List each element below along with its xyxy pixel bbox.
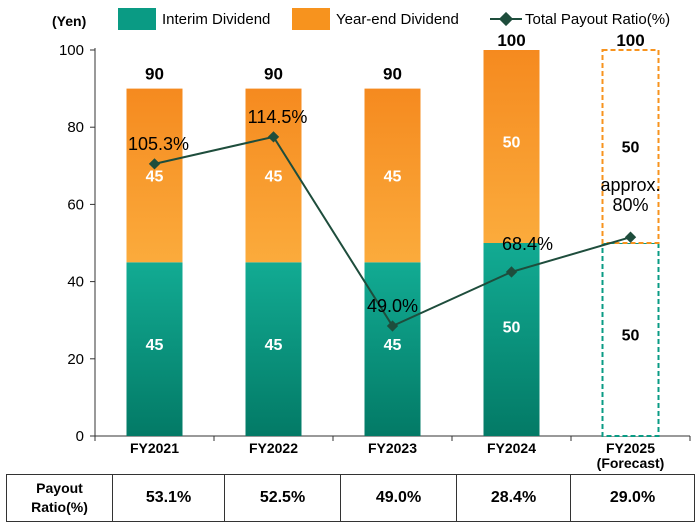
legend-interim-label: Interim Dividend: [162, 10, 271, 28]
payout-ratio-label: 68.4%: [502, 234, 553, 254]
bar-interim-value-label: 45: [384, 337, 402, 354]
payout-ratio-label-line: 114.5%: [248, 107, 308, 127]
y-tick-label: 20: [67, 351, 84, 368]
payout-ratio-fy2022: 52.5%: [224, 474, 341, 522]
payout-ratio-point: [267, 131, 280, 143]
dividend-chart: (Yen) 0 20 40 60 80 100 45 45 90 FY2021 45 45 90 FY202…: [52, 13, 691, 471]
bar-yearend: [245, 88, 302, 263]
bar-interim: [126, 262, 183, 436]
payout-ratio-point: [624, 231, 637, 243]
bar-interim-value-label: 50: [503, 320, 521, 337]
bar-yearend-value-label: 45: [146, 168, 164, 185]
x-category-label: FY2021: [130, 440, 179, 456]
x-category-label: FY2023: [368, 440, 417, 456]
payout-ratio-header: Payout Ratio(%): [6, 474, 113, 522]
legend-interim: Interim Dividend: [118, 6, 270, 32]
y-tick-label: 100: [59, 42, 84, 59]
payout-ratio-fy2021: 53.1%: [112, 474, 225, 522]
payout-ratio-label: approx. 80%: [600, 175, 660, 215]
bar-yearend-value-label: 45: [384, 168, 402, 185]
payout-ratio-point: [386, 320, 399, 332]
payout-ratio-label-line: 49.0%: [367, 296, 418, 316]
legend-yearend-label: Year-end Dividend: [336, 10, 459, 28]
bar-interim: [364, 262, 421, 436]
bar-interim-value-label: 45: [146, 337, 164, 354]
y-tick-label: 40: [67, 274, 84, 291]
legend-ratio: Total Payout Ratio(%): [490, 6, 670, 32]
x-category-label: FY2022: [249, 440, 298, 456]
bar-total-label: 90: [145, 65, 164, 84]
bar-yearend: [126, 88, 183, 263]
bar-yearend-value-label: 50: [503, 135, 521, 152]
y-tick-label: 80: [67, 119, 84, 136]
bar-total-label: 90: [264, 65, 283, 84]
legend-yearend: Year-end Dividend: [292, 6, 459, 32]
y-axis-unit-label: (Yen): [52, 13, 86, 29]
bar-interim: [245, 262, 302, 436]
bar-total-label: 100: [497, 31, 525, 50]
x-category-label: FY2025: [606, 440, 655, 456]
payout-ratio-fy2023: 49.0%: [340, 474, 457, 522]
bar-yearend-forecast: [601, 49, 660, 244]
y-tick-label: 60: [67, 196, 84, 213]
payout-header-line2: Ratio(%): [31, 499, 88, 515]
bar-interim-value-label: 50: [622, 328, 640, 345]
payout-ratio-label-line: approx.: [600, 175, 660, 195]
x-category-sublabel: (Forecast): [597, 455, 665, 471]
payout-ratio-label-line: 68.4%: [502, 234, 553, 254]
payout-ratio-fy2024: 28.4%: [456, 474, 571, 522]
bar-interim-value-label: 45: [265, 337, 283, 354]
bar-yearend-value-label: 45: [265, 168, 283, 185]
payout-ratio-label-line: 105.3%: [128, 134, 189, 154]
payout-header-line1: Payout: [36, 480, 83, 496]
payout-ratio-label: 114.5%: [248, 107, 308, 127]
payout-ratio-point: [505, 266, 518, 278]
bar-total-label: 90: [383, 65, 402, 84]
x-category-label: FY2024: [487, 440, 536, 456]
bar-yearend-value-label: 50: [622, 140, 640, 157]
bar-total-label: 100: [616, 31, 644, 50]
payout-ratio-row: Payout Ratio(%) 53.1% 52.5% 49.0% 28.4% …: [6, 474, 695, 522]
legend-ratio-label: Total Payout Ratio(%): [525, 10, 671, 28]
legend-yearend-swatch: [292, 8, 330, 30]
legend-interim-swatch: [118, 8, 156, 30]
payout-ratio-label-line: 80%: [612, 195, 648, 215]
bar-yearend: [364, 88, 421, 263]
bar-yearend: [483, 50, 540, 243]
legend-ratio-line-marker: [490, 12, 522, 26]
bar-interim-forecast: [601, 242, 660, 437]
payout-ratio-label: 49.0%: [367, 296, 418, 316]
payout-ratio-fy2025: 29.0%: [570, 474, 695, 522]
payout-ratio-label: 105.3%: [128, 134, 189, 154]
payout-ratio-table: Payout Ratio(%) 53.1% 52.5% 49.0% 28.4% …: [6, 474, 695, 522]
y-tick-label: 0: [76, 428, 84, 445]
payout-ratio-point: [148, 158, 161, 170]
